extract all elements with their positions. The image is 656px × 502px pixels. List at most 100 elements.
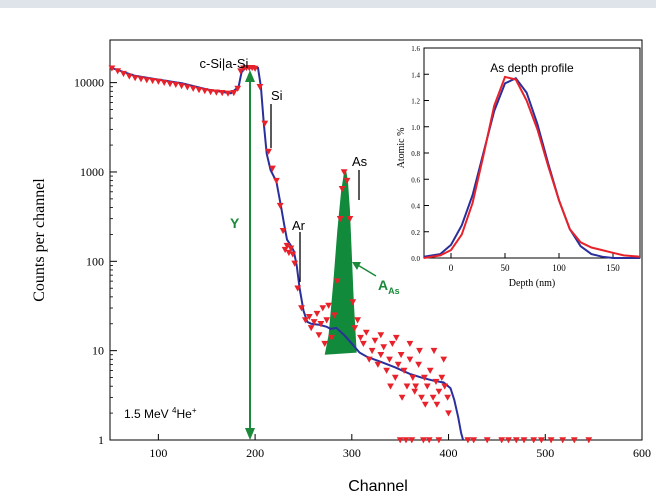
data-point (387, 383, 394, 390)
main-plot-frame (109, 39, 643, 441)
area-annotation-sub: As (388, 286, 400, 296)
data-point (433, 401, 441, 408)
data-point (585, 437, 593, 444)
data-point (178, 83, 185, 90)
data-point (398, 394, 406, 401)
inset-line-blue (423, 76, 640, 259)
data-point (406, 356, 414, 363)
inset-x-title: Depth (nm) (509, 278, 555, 289)
data-point (357, 334, 364, 341)
data-point (307, 325, 315, 332)
inset-line-red (423, 75, 641, 259)
data-point (438, 374, 446, 381)
area-annotation-main: A (378, 277, 388, 293)
data-point (418, 394, 425, 401)
data-point (207, 89, 214, 96)
data-point (435, 437, 443, 444)
data-point (440, 356, 448, 363)
data-point (430, 347, 438, 355)
inset-series-group (423, 75, 641, 259)
data-point (321, 340, 329, 347)
inset-y-tick-label: 0.4 (411, 203, 420, 211)
beam-label-sup: 4 (172, 406, 177, 415)
as-label: As (352, 154, 368, 169)
data-point (230, 90, 238, 97)
data-point (333, 278, 341, 285)
data-point (279, 228, 287, 235)
data-point (470, 437, 478, 444)
data-point (360, 340, 367, 347)
inset-y-title: Atomic % (396, 128, 407, 169)
y-tick-label: 100 (86, 254, 104, 268)
data-point (346, 216, 354, 223)
data-point (265, 148, 272, 155)
inset-x-tick-label: 50 (501, 263, 511, 273)
inset-y-tick-label: 0.6 (411, 176, 420, 184)
data-point (383, 367, 390, 374)
data-point (403, 383, 411, 390)
data-point (313, 310, 321, 317)
data-point (354, 317, 361, 324)
data-point (234, 85, 242, 92)
data-point (237, 68, 244, 75)
data-point (338, 186, 346, 193)
data-point (114, 68, 122, 75)
data-point (408, 437, 416, 444)
data-point (391, 374, 399, 381)
inset-x-tick-label: 0 (449, 263, 454, 273)
inset-y-ticks: 0.0 0.2 0.4 0.6 0.8 1.0 1.2 1.4 1.6 (411, 45, 429, 263)
data-point (559, 437, 567, 444)
data-point (429, 394, 437, 401)
data-point (538, 437, 545, 444)
data-point (416, 347, 423, 355)
data-point (291, 260, 299, 267)
x-tick-label: 600 (633, 446, 651, 460)
data-point (323, 317, 331, 324)
data-point (319, 305, 327, 312)
data-point (273, 177, 280, 184)
data-point (218, 90, 226, 97)
data-point (547, 437, 555, 444)
data-point (425, 437, 433, 444)
data-point (415, 361, 422, 368)
data-point (512, 437, 520, 444)
data-point (530, 437, 538, 444)
x-tick-label: 500 (536, 446, 554, 460)
area-arrow-line (355, 263, 377, 277)
data-point (294, 285, 302, 292)
y-annotation: Y (230, 215, 240, 231)
beam-label-mid: He (176, 407, 192, 421)
data-point (377, 332, 385, 339)
data-point (315, 332, 323, 339)
data-point (445, 410, 452, 417)
beam-label-sup2: + (192, 406, 197, 415)
inset-y-tick-label: 0.2 (411, 229, 420, 237)
data-point (406, 340, 414, 347)
data-point (195, 87, 203, 94)
inset-background (424, 42, 640, 258)
data-point (420, 437, 427, 444)
data-point (143, 77, 151, 84)
data-point (505, 437, 512, 444)
data-point (289, 251, 297, 258)
y-tick-label: 1 (98, 433, 104, 447)
inset-y-tick-label: 0.8 (411, 150, 420, 158)
data-point (155, 78, 162, 85)
data-point (224, 90, 232, 97)
y-arrow-head-top (245, 70, 255, 82)
x-tick-label: 100 (149, 446, 167, 460)
data-point (377, 352, 385, 359)
fit-curve (109, 66, 465, 441)
data-point (441, 383, 449, 390)
data-point (402, 437, 410, 444)
beam-label: 1.5 MeV 4He+ (124, 406, 197, 421)
data-point (276, 202, 284, 209)
data-point (362, 329, 370, 336)
beam-label-prefix: 1.5 MeV (124, 407, 172, 421)
data-point (409, 374, 417, 381)
data-point (213, 89, 220, 96)
x-tick-label: 300 (343, 446, 361, 460)
as-peak-fill (324, 170, 357, 355)
data-point (166, 81, 174, 88)
